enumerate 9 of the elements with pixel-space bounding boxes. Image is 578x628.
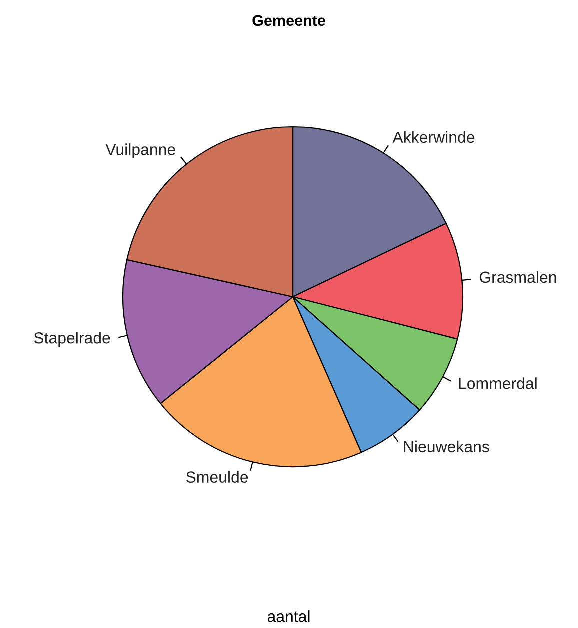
slice-label: Akkerwinde (392, 131, 475, 144)
chart-title: Gemeente (252, 15, 326, 26)
slice-label: Vuilpanne (106, 144, 176, 159)
text: aantal (268, 610, 310, 622)
slice-label: Stapelrade (34, 332, 110, 347)
slice-label: Lommerdal (459, 378, 537, 390)
slice-label: Smeulde (186, 471, 248, 483)
slice-label: Grasmalen (480, 271, 556, 284)
slice-label: Nieuwekans (404, 440, 490, 453)
